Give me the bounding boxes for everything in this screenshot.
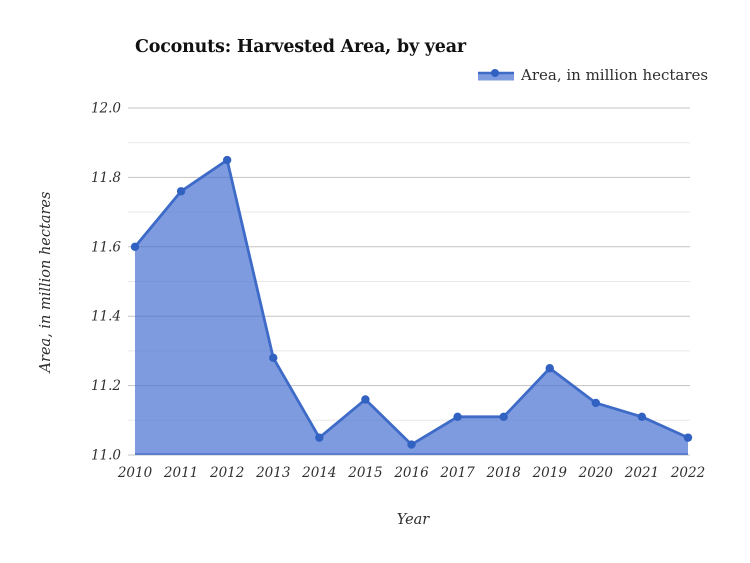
y-tick-label: 11.2 [91, 378, 121, 394]
x-tick-label: 2018 [485, 465, 521, 481]
area-fill [135, 160, 688, 456]
y-tick-label: 11.6 [91, 239, 121, 255]
chart-title: Coconuts: Harvested Area, by year [135, 37, 466, 57]
data-point-marker[interactable] [407, 440, 416, 449]
x-tick-label: 2021 [624, 465, 659, 481]
data-point-marker[interactable] [683, 433, 693, 442]
x-tick-label: 2016 [393, 465, 429, 481]
data-point-marker[interactable] [269, 353, 278, 363]
data-point-marker[interactable] [176, 187, 186, 196]
legend-swatch-marker [491, 69, 499, 77]
legend-label: Area, in million hectares [521, 66, 709, 84]
data-point-marker[interactable] [130, 242, 140, 251]
data-point-marker[interactable] [545, 364, 554, 373]
y-tick-label: 11.8 [91, 170, 121, 186]
x-tick-label: 2022 [670, 465, 705, 481]
x-tick-label: 2020 [578, 465, 614, 481]
y-tick-label: 11.0 [91, 448, 121, 464]
x-tick-label: 2010 [117, 465, 153, 481]
x-tick-label: 2011 [163, 465, 198, 481]
data-point-marker[interactable] [591, 398, 601, 408]
data-point-marker[interactable] [222, 155, 232, 165]
legend: Area, in million hectares [478, 66, 708, 84]
y-tick-label: 12.0 [91, 101, 121, 117]
x-tick-label: 2012 [209, 465, 244, 481]
x-tick-label: 2019 [532, 465, 568, 481]
data-point-marker[interactable] [637, 412, 647, 422]
x-axis-title: Year [396, 512, 430, 528]
data-point-marker[interactable] [361, 395, 370, 404]
data-point-marker[interactable] [453, 412, 462, 422]
data-point-marker[interactable] [315, 433, 324, 442]
x-tick-label: 2015 [347, 465, 382, 481]
x-tick-label: 2014 [301, 465, 336, 481]
x-tick-label: 2013 [255, 465, 290, 481]
x-tick-label: 2017 [439, 465, 475, 481]
y-tick-label: 11.4 [91, 309, 121, 325]
data-point-marker[interactable] [499, 412, 508, 422]
legend-area-swatch-icon [478, 69, 514, 81]
